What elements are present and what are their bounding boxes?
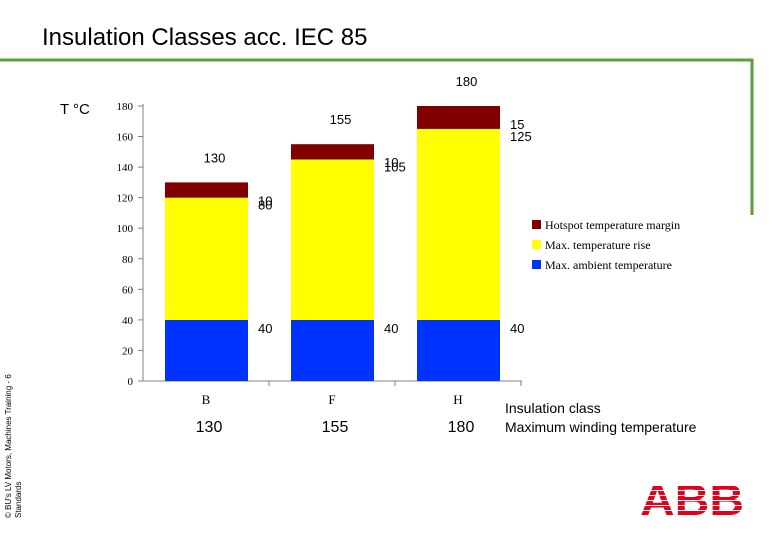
legend-swatch [532, 240, 541, 249]
value-label-rise: 105 [384, 159, 406, 174]
y-tick-label: 100 [117, 223, 134, 235]
abb-logo-letters [640, 481, 744, 520]
y-tick-label: 120 [117, 193, 134, 205]
value-label-ambient: 40 [510, 321, 524, 336]
bar-segment [417, 128, 500, 320]
bar-segment [165, 182, 248, 198]
total-label: 180 [456, 74, 478, 89]
y-axis-unit-label: T °C [60, 101, 90, 118]
bar-segment [417, 106, 500, 129]
y-tick-label: 140 [117, 162, 134, 174]
chart-legend: Hotspot temperature margin Max. temperatu… [532, 218, 680, 272]
value-label-ambient: 40 [384, 321, 398, 336]
legend-swatch [532, 260, 541, 269]
x-tick-label: B [202, 392, 211, 407]
row-label-insulation-class: Insulation class [505, 400, 601, 416]
value-label-rise: 125 [510, 129, 532, 144]
legend-swatch [532, 220, 541, 229]
y-tick-label: 180 [117, 101, 134, 113]
bar-segment [165, 197, 248, 320]
y-tick-label: 20 [122, 345, 134, 357]
max-winding-temp-value: 130 [196, 419, 223, 436]
bar-segment [291, 319, 374, 381]
chart-bottom-row: 130 155 180 Insulation class Maximum winding… [196, 400, 697, 436]
y-tick-label: 40 [122, 315, 134, 327]
max-winding-temp-value: 180 [448, 419, 475, 436]
x-tick-label: F [328, 392, 335, 407]
bar-segment [291, 144, 374, 160]
bar-segment [291, 159, 374, 320]
value-label-hotspot: 10 [384, 155, 398, 170]
total-label: 130 [204, 150, 226, 165]
value-label-hotspot: 15 [510, 117, 524, 132]
y-tick-label: 160 [117, 132, 134, 144]
abb-logo-icon: ABB [640, 481, 744, 520]
total-label: 155 [330, 112, 352, 127]
bar-segment [417, 319, 500, 381]
x-tick-label: H [453, 392, 462, 407]
bar-segment [165, 319, 248, 381]
abb-logo: ABB [640, 481, 744, 524]
chart-bars [165, 106, 500, 381]
legend-label: Max. temperature rise [545, 238, 651, 252]
legend-label: Hotspot temperature margin [545, 218, 680, 232]
page-title: Insulation Classes acc. IEC 85 [42, 24, 368, 51]
y-tick-label: 0 [128, 376, 134, 388]
y-tick-label: 60 [122, 284, 134, 296]
legend-label: Max. ambient temperature [545, 258, 672, 272]
max-winding-temp-value: 155 [322, 419, 349, 436]
y-tick-label: 80 [122, 254, 134, 266]
slide-frame [0, 58, 754, 215]
value-label-rise: 80 [258, 198, 272, 213]
value-label-ambient: 40 [258, 321, 272, 336]
row-label-max-winding-temp: Maximum winding temperature [505, 419, 697, 435]
value-label-hotspot: 10 [258, 193, 272, 208]
